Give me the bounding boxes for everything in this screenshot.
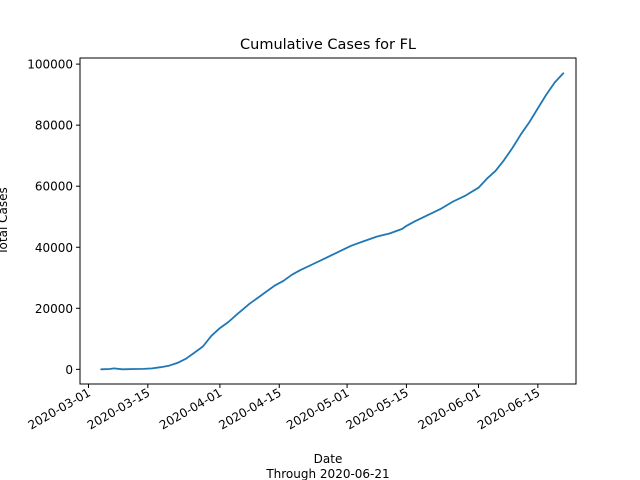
y-axis: 0 20000 40000 60000 80000 100000 (27, 58, 80, 377)
y-tick-label: 60000 (35, 180, 73, 194)
series-line (100, 72, 565, 371)
x-tick-label: 2020-06-01 (416, 385, 483, 432)
x-tick-label: 2020-05-15 (344, 385, 411, 432)
y-tick-label: 80000 (35, 119, 73, 133)
y-tick-label: 20000 (35, 302, 73, 316)
y-tick-label: 40000 (35, 241, 73, 255)
x-tick-label: 2020-06-15 (475, 385, 542, 432)
x-axis-label: Date (314, 452, 343, 466)
x-tick-label: 2020-05-01 (284, 385, 351, 432)
chart-title: Cumulative Cases for FL (240, 37, 416, 53)
y-tick-label: 0 (65, 363, 73, 377)
y-tick-label: 100000 (27, 58, 73, 72)
x-tick-label: 2020-03-15 (85, 385, 152, 432)
x-tick-label: 2020-03-01 (26, 385, 93, 432)
x-tick-label: 2020-04-01 (157, 385, 224, 432)
plot-frame (79, 57, 577, 385)
y-axis-label: Total Cases (0, 187, 10, 255)
x-axis-sublabel: Through 2020-06-21 (265, 467, 389, 480)
x-tick-label: 2020-04-15 (216, 385, 283, 432)
